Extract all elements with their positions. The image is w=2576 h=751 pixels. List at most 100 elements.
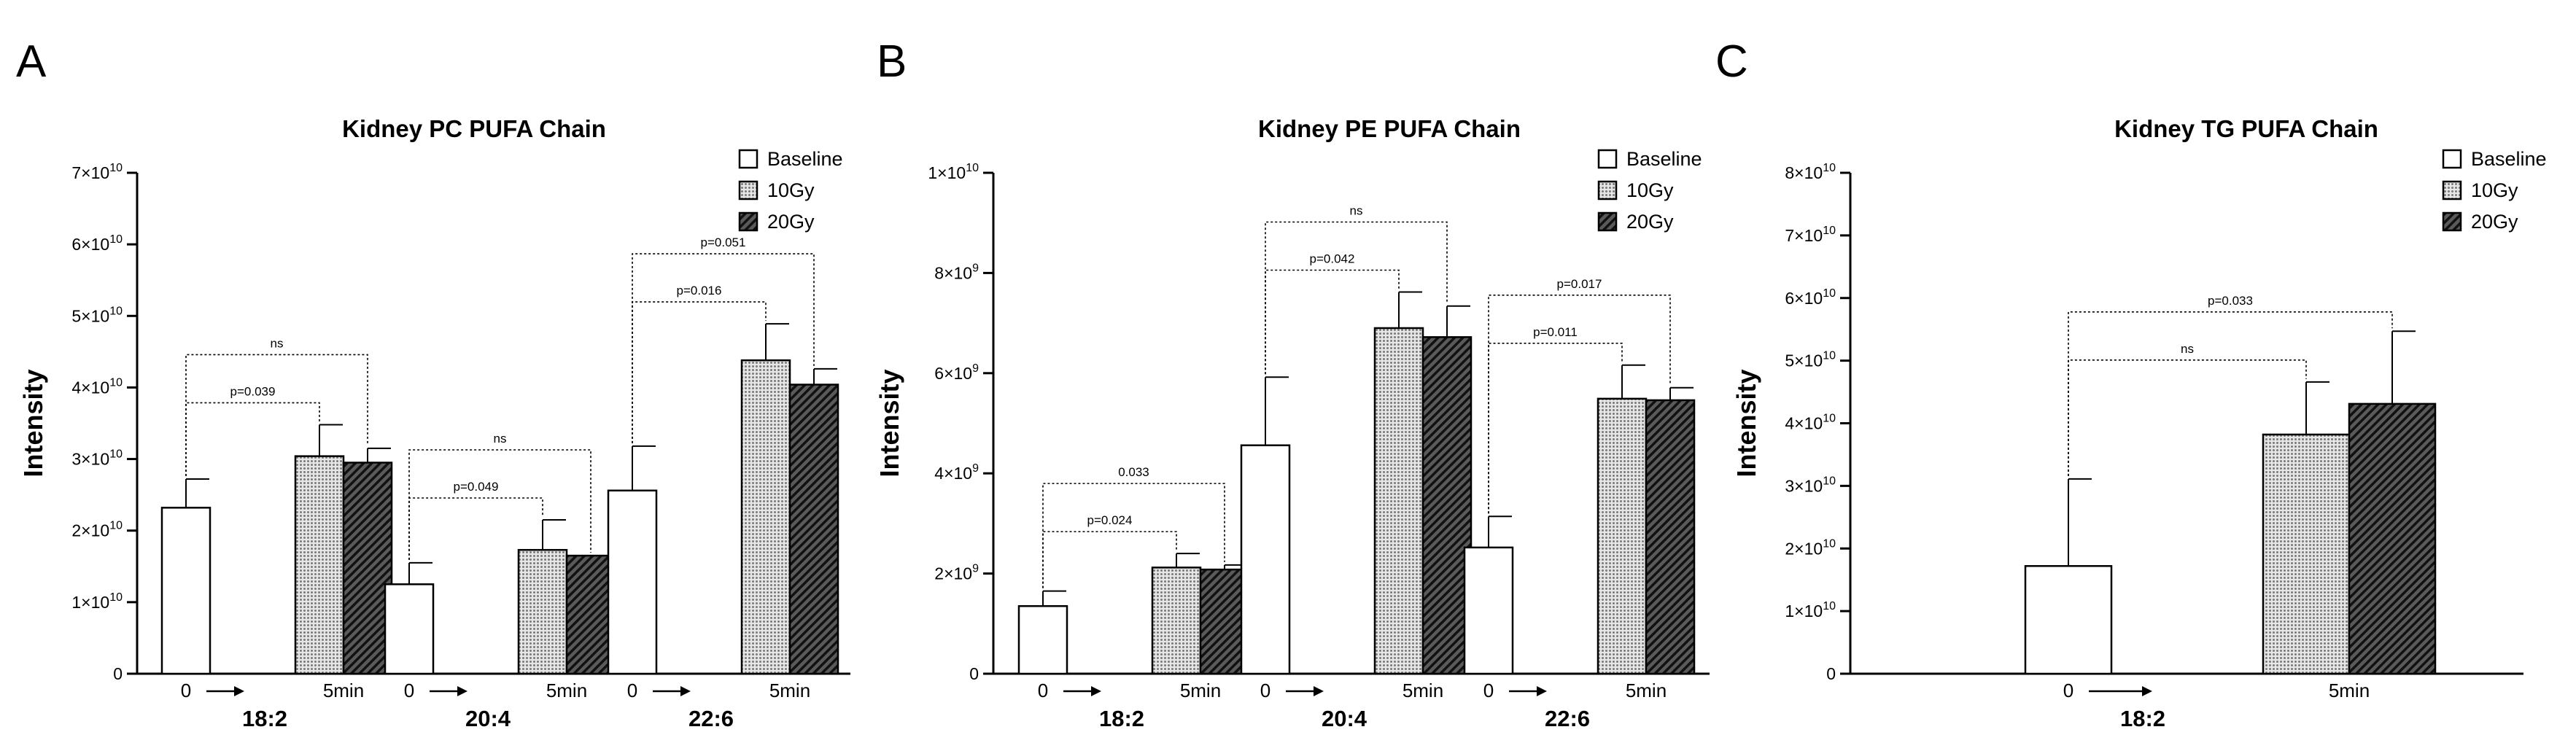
y-tick-label: 4×1010 (71, 376, 123, 397)
y-tick-label: 5×1010 (1785, 350, 1836, 370)
x-tick-time-start: 0 (1483, 680, 1494, 701)
bar-baseline (160, 507, 212, 675)
y-axis-label: Intensity (874, 369, 904, 477)
y-tick-label: 2×1010 (71, 520, 123, 540)
y-tick-label: 0 (113, 664, 123, 683)
legend-label: 10Gy (1626, 179, 1674, 201)
y-tick-label: 6×1010 (1785, 287, 1836, 308)
legend-label: 20Gy (1626, 211, 1674, 233)
panel-letter: B (877, 36, 907, 87)
group-label: 20:4 (1322, 706, 1367, 731)
panel-a: A Kidney PC PUFA Chain Intensity 0 1×1010 2×1… (16, 36, 850, 731)
significance-label: p=0.017 (1557, 277, 1602, 291)
significance-label: p=0.016 (677, 284, 722, 297)
bar-10gy (1151, 567, 1202, 675)
group-label: 22:6 (688, 706, 734, 731)
significance-label: p=0.039 (230, 384, 276, 398)
panel-c: C Kidney TG PUFA Chain Intensity 0 1×1010 2×1… (1715, 36, 2547, 731)
group-label: 18:2 (1099, 706, 1144, 731)
bar-20gy (788, 384, 839, 675)
bar-20gy (565, 554, 616, 675)
bar-baseline (607, 489, 658, 675)
legend-swatch-10gy (738, 180, 759, 201)
significance-bracket (632, 253, 815, 443)
y-tick-label: 5×1010 (71, 305, 123, 325)
panel-b: B Kidney PE PUFA Chain Intensity 0 2×109 4×10… (874, 36, 1710, 731)
y-tick-label: 8×1010 (1785, 162, 1836, 182)
y-tick-label: 1×1010 (928, 162, 979, 182)
y-tick-label: 7×1010 (1785, 225, 1836, 245)
significance-bracket (2068, 311, 2393, 476)
x-tick-time-end: 5min (323, 680, 364, 701)
chart-title: Kidney TG PUFA Chain (2114, 115, 2378, 142)
significance-bracket (408, 449, 591, 560)
y-tick-label: 0 (969, 664, 979, 683)
legend-swatch-20gy (738, 211, 759, 232)
bar-baseline (1463, 546, 1514, 675)
bar-baseline (2024, 565, 2113, 675)
time-arrow-head (2142, 686, 2152, 696)
bar-10gy (517, 548, 568, 675)
x-tick-time-end: 5min (546, 680, 587, 701)
significance-bracket (1265, 221, 1448, 375)
y-tick-label: 1×1010 (1785, 600, 1836, 620)
significance-label: ns (2181, 342, 2194, 356)
x-tick-time-end: 5min (1180, 680, 1221, 701)
bar-baseline (1017, 605, 1068, 675)
y-tick-label: 3×1010 (71, 448, 123, 469)
x-tick-time-start: 0 (627, 680, 637, 701)
bar-20gy (342, 462, 393, 675)
legend-label: 10Gy (767, 179, 815, 201)
legend-swatch-10gy (1597, 180, 1618, 201)
bar-10gy (1597, 397, 1648, 675)
significance-bracket (1265, 269, 1400, 375)
panel-letter: C (1715, 36, 1748, 87)
y-tick-label: 4×109 (934, 462, 979, 483)
legend-label: 10Gy (2471, 179, 2518, 201)
legend-label: Baseline (1626, 148, 1702, 170)
legend-label: 20Gy (767, 211, 815, 233)
legend-swatch-baseline (1597, 149, 1618, 169)
group-label: 18:2 (2120, 706, 2165, 731)
legend-swatch-baseline (2442, 149, 2462, 169)
group-label: 18:2 (242, 706, 287, 731)
x-tick-time-start: 0 (2063, 680, 2073, 701)
bar-baseline (384, 583, 435, 675)
legend-label: Baseline (767, 148, 843, 170)
y-axis-label: Intensity (1731, 369, 1761, 477)
chart-title: Kidney PE PUFA Chain (1258, 115, 1521, 142)
significance-label: p=0.049 (454, 480, 499, 494)
x-tick-time-end: 5min (769, 680, 810, 701)
significance-label: 0.033 (1118, 465, 1149, 479)
significance-label: p=0.011 (1533, 325, 1578, 339)
group-label: 20:4 (465, 706, 511, 731)
legend-label: Baseline (2471, 148, 2547, 170)
significance-label: p=0.024 (1087, 513, 1133, 527)
time-arrow-head (234, 686, 244, 696)
bar-10gy (2262, 433, 2351, 675)
bar-20gy (1645, 399, 1696, 675)
x-tick-time-end: 5min (1403, 680, 1443, 701)
y-tick-label: 7×1010 (71, 162, 123, 182)
y-tick-label: 4×1010 (1785, 413, 1836, 433)
chart-title: Kidney PC PUFA Chain (342, 115, 606, 142)
bar-baseline (1240, 444, 1291, 675)
time-arrow-head (1537, 686, 1547, 696)
time-arrow-head (680, 686, 691, 696)
significance-label: ns (271, 336, 284, 350)
y-tick-label: 1×1010 (71, 591, 123, 612)
y-tick-label: 2×1010 (1785, 537, 1836, 558)
panel-letter: A (16, 36, 47, 87)
y-tick-label: 6×109 (934, 362, 979, 383)
legend-swatch-20gy (2442, 211, 2462, 232)
time-arrow-head (457, 686, 468, 696)
y-tick-label: 6×1010 (71, 233, 123, 254)
significance-label: p=0.033 (2208, 294, 2253, 308)
bar-10gy (740, 359, 791, 675)
x-tick-time-end: 5min (2329, 680, 2370, 701)
y-tick-label: 8×109 (934, 262, 979, 282)
bar-10gy (294, 455, 345, 675)
legend-label: 20Gy (2471, 211, 2518, 233)
time-arrow-head (1314, 686, 1324, 696)
